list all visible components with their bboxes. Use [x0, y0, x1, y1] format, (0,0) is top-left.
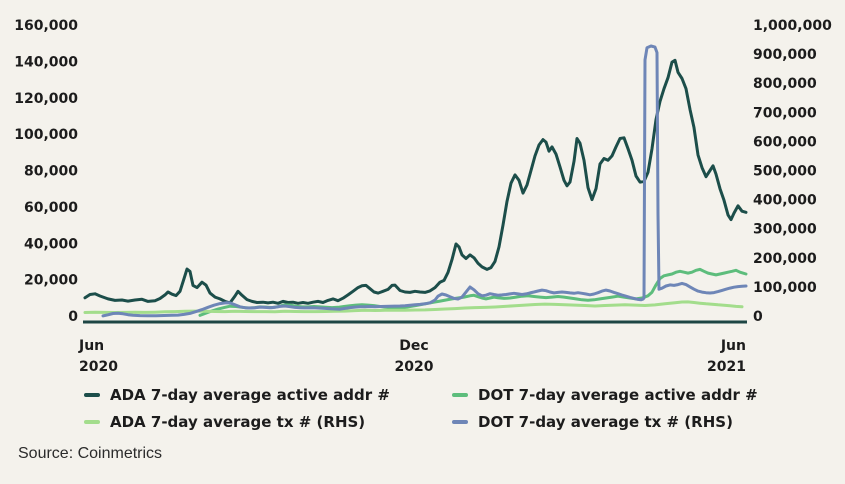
x-axis-label: Jun [720, 338, 746, 354]
left-axis-tick-label: 80,000 [24, 164, 78, 180]
legend-label: DOT 7-day average active addr # [478, 386, 758, 404]
left-axis-tick-label: 60,000 [24, 200, 78, 216]
legend-label: ADA 7-day average tx # (RHS) [110, 413, 366, 431]
legend-label: DOT 7-day average tx # (RHS) [478, 413, 733, 431]
x-axis-label: 2021 [707, 359, 746, 374]
left-axis-tick-label: 120,000 [14, 91, 78, 107]
source-note: Source: Coinmetrics [18, 445, 163, 462]
right-axis-tick-label: 0 [753, 309, 763, 325]
dot-active-addr-marker-icon [452, 393, 468, 397]
ada-tx-marker-icon [84, 420, 100, 424]
right-axis-tick-label: 500,000 [753, 164, 817, 180]
right-axis-tick-label: 200,000 [753, 251, 817, 267]
legend-item-ada-tx: ADA 7-day average tx # (RHS) [84, 413, 452, 431]
legend-label: ADA 7-day average active addr # [110, 386, 390, 404]
left-axis-tick-label: 100,000 [14, 127, 78, 143]
right-axis-tick-label: 100,000 [753, 280, 817, 296]
chart-legend: ADA 7-day average active addr # DOT 7-da… [84, 386, 845, 431]
line-chart: 0 20,000 40,000 60,000 80,000 100,000 120,000 1… [14, 18, 832, 375]
left-axis-tick-label: 20,000 [24, 273, 78, 289]
x-axis-label: Jun [78, 338, 104, 354]
right-axis-tick-label: 900,000 [753, 47, 817, 63]
left-axis-tick-label: 0 [68, 309, 78, 325]
legend-item-dot-active-addr: DOT 7-day average active addr # [452, 386, 845, 404]
right-axis-tick-label: 300,000 [753, 222, 817, 238]
right-axis-tick-label: 400,000 [753, 193, 817, 209]
right-axis-tick-label: 1,000,000 [753, 18, 832, 34]
left-axis-tick-label: 40,000 [24, 236, 78, 252]
left-axis-tick-label: 160,000 [14, 18, 78, 34]
right-axis-tick-label: 800,000 [753, 76, 817, 92]
legend-item-dot-tx: DOT 7-day average tx # (RHS) [452, 413, 845, 431]
right-axis-tick-label: 700,000 [753, 105, 817, 121]
right-axis-tick-label: 600,000 [753, 134, 817, 150]
dot-tx-marker-icon [452, 420, 468, 424]
x-axis-label: Dec [399, 338, 428, 354]
legend-item-ada-active-addr: ADA 7-day average active addr # [84, 386, 452, 404]
ada-active-addr-marker-icon [84, 393, 100, 397]
left-axis-tick-label: 140,000 [14, 54, 78, 70]
x-axis-label: 2020 [395, 359, 434, 374]
x-axis-label: 2020 [79, 359, 118, 374]
series-line-dot-tx-rhs [101, 44, 748, 318]
series-line-ada-active-addr [83, 58, 748, 305]
